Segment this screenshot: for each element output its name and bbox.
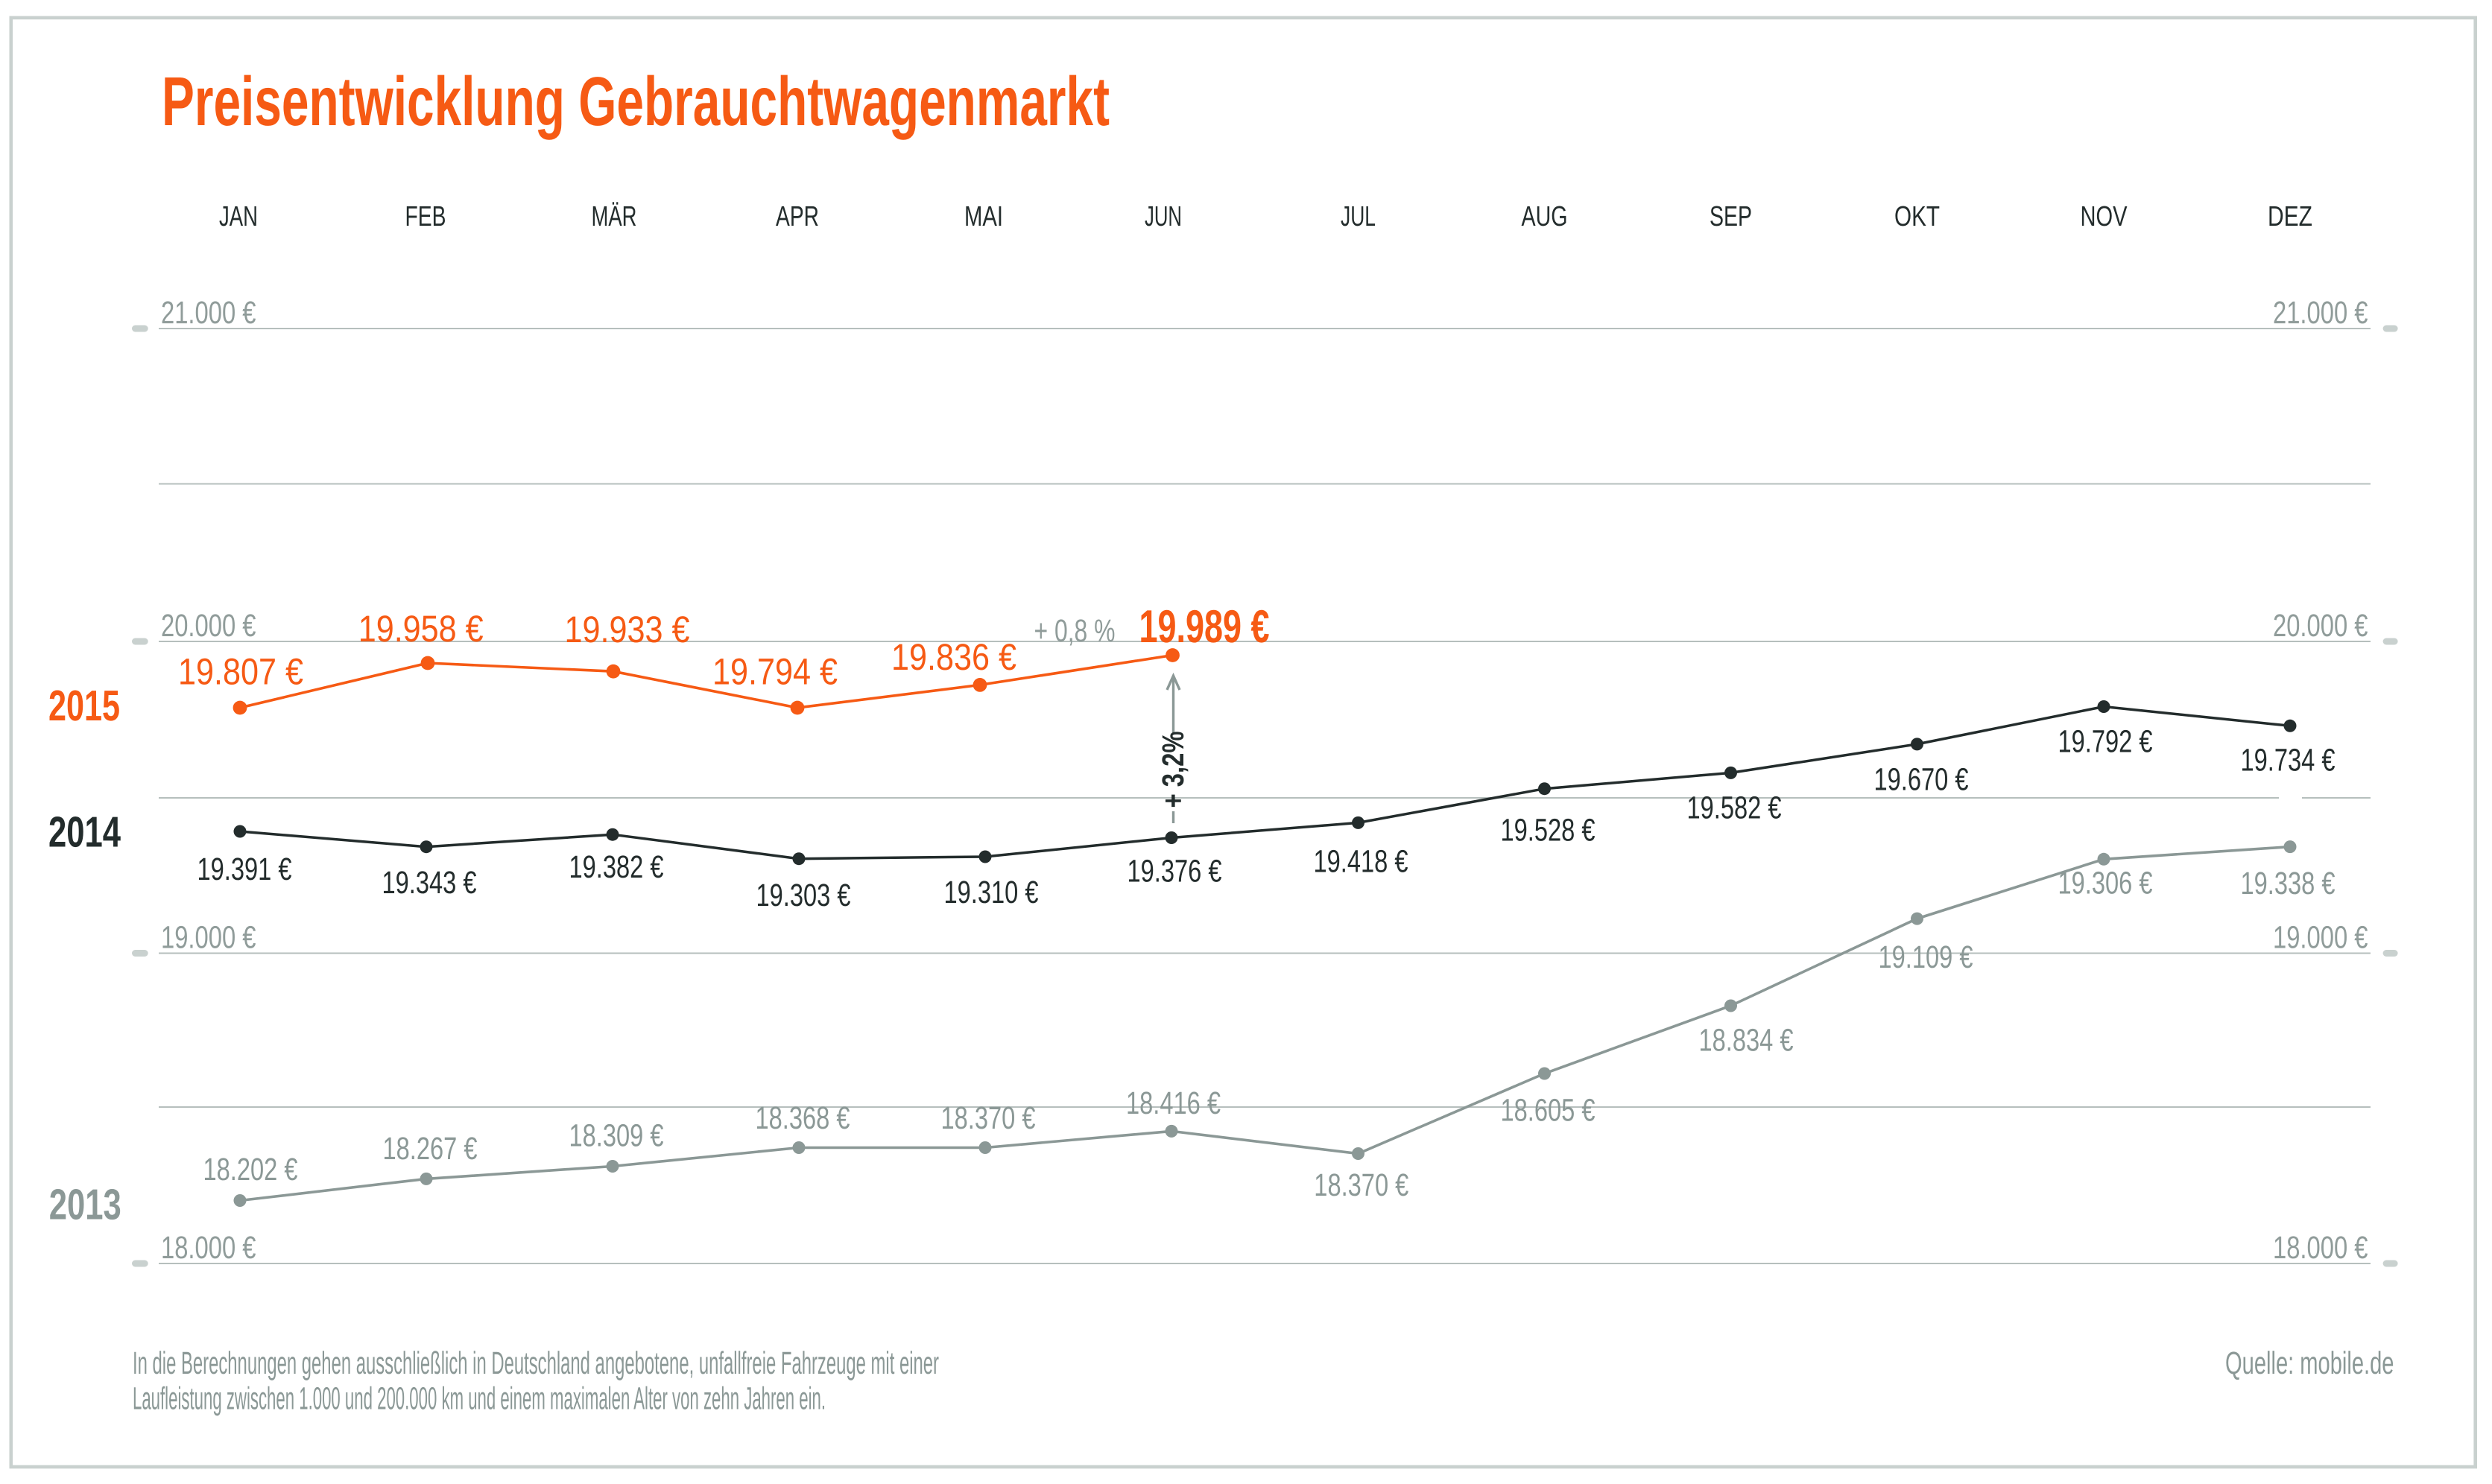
svg-text:18.202 €: 18.202 € (203, 1152, 298, 1187)
svg-text:19.310 €: 19.310 € (944, 875, 1039, 910)
svg-text:18.834 €: 18.834 € (1699, 1024, 1794, 1059)
svg-text:18.370 €: 18.370 € (941, 1101, 1036, 1136)
svg-text:19.376 €: 19.376 € (1128, 854, 1222, 890)
svg-text:18.000 €: 18.000 € (2273, 1231, 2368, 1266)
svg-text:19.792 €: 19.792 € (2058, 725, 2153, 760)
svg-text:+ 3,2%: + 3,2% (1156, 732, 1190, 808)
svg-text:19.109 €: 19.109 € (1879, 940, 1973, 975)
svg-text:FEB: FEB (405, 201, 446, 232)
svg-text:21.000 €: 21.000 € (2273, 296, 2368, 331)
svg-text:MAI: MAI (964, 201, 1003, 232)
svg-text:2015: 2015 (48, 682, 120, 730)
svg-text:18.605 €: 18.605 € (1501, 1094, 1596, 1129)
svg-text:19.418 €: 19.418 € (1314, 845, 1408, 880)
svg-text:Preisentwicklung Gebrauchtwage: Preisentwicklung Gebrauchtwagenmarkt (162, 63, 1110, 140)
svg-text:NOV: NOV (2081, 201, 2128, 232)
svg-text:18.309 €: 18.309 € (569, 1119, 664, 1154)
svg-text:19.000 €: 19.000 € (2273, 921, 2368, 956)
svg-text:19.734 €: 19.734 € (2241, 743, 2336, 778)
svg-text:+ 0,8 %: + 0,8 % (1034, 614, 1116, 649)
svg-text:OKT: OKT (1894, 201, 1940, 232)
svg-text:18.368 €: 18.368 € (756, 1101, 850, 1136)
svg-text:JUN: JUN (1145, 201, 1182, 232)
svg-text:2014: 2014 (48, 808, 121, 856)
svg-text:18.267 €: 18.267 € (383, 1132, 478, 1167)
svg-text:19.933 €: 19.933 € (565, 609, 690, 650)
svg-text:DEZ: DEZ (2268, 201, 2312, 232)
svg-text:19.582 €: 19.582 € (1687, 790, 1782, 825)
svg-text:JAN: JAN (219, 201, 258, 232)
svg-text:19.989 €: 19.989 € (1139, 601, 1270, 653)
svg-text:20.000 €: 20.000 € (161, 609, 256, 644)
svg-text:JUL: JUL (1341, 201, 1376, 232)
svg-text:19.306 €: 19.306 € (2058, 866, 2153, 901)
svg-text:APR: APR (776, 201, 819, 232)
svg-text:AUG: AUG (1522, 201, 1568, 232)
svg-text:19.836 €: 19.836 € (891, 636, 1016, 678)
svg-text:SEP: SEP (1710, 201, 1752, 232)
svg-text:18.370 €: 18.370 € (1314, 1168, 1408, 1203)
svg-text:19.794 €: 19.794 € (712, 651, 838, 693)
svg-text:19.958 €: 19.958 € (358, 608, 484, 650)
svg-text:19.670 €: 19.670 € (1874, 762, 1969, 797)
svg-text:19.528 €: 19.528 € (1501, 814, 1596, 849)
svg-text:2013: 2013 (49, 1181, 121, 1229)
svg-text:20.000 €: 20.000 € (2273, 609, 2368, 644)
svg-text:19.382 €: 19.382 € (569, 850, 664, 885)
svg-text:18.000 €: 18.000 € (161, 1231, 256, 1266)
svg-text:19.343 €: 19.343 € (382, 866, 477, 901)
svg-text:18.416 €: 18.416 € (1126, 1086, 1221, 1121)
svg-text:Laufleistung zwischen 1.000 un: Laufleistung zwischen 1.000 und 200.000 … (133, 1382, 826, 1417)
svg-text:19.807 €: 19.807 € (178, 651, 303, 693)
svg-text:21.000 €: 21.000 € (161, 296, 256, 331)
svg-text:19.338 €: 19.338 € (2241, 866, 2336, 901)
svg-text:In die Berechnungen gehen auss: In die Berechnungen gehen ausschließlich… (133, 1346, 939, 1381)
svg-text:MÄR: MÄR (592, 201, 637, 232)
svg-text:Quelle: mobile.de: Quelle: mobile.de (2225, 1346, 2394, 1381)
svg-text:19.000 €: 19.000 € (161, 921, 256, 956)
svg-text:19.391 €: 19.391 € (197, 852, 292, 887)
svg-text:19.303 €: 19.303 € (756, 878, 851, 913)
